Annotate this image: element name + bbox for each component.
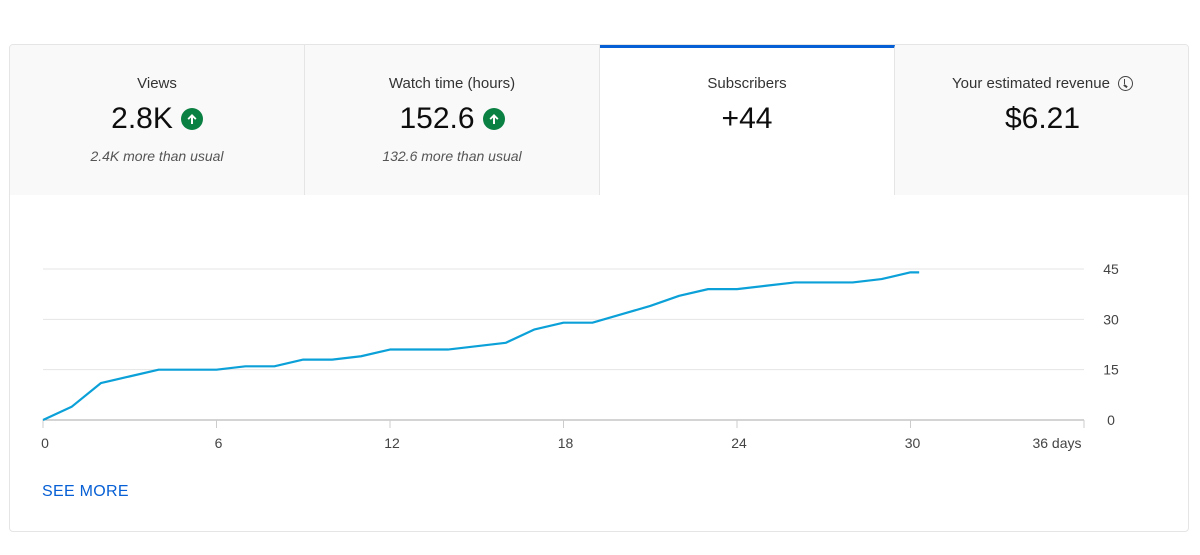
subscribers-line xyxy=(42,271,920,421)
x-tick-label: 18 xyxy=(558,435,574,451)
tab-views[interactable]: Views 2.8K 2.4K more than usual xyxy=(10,45,305,195)
y-tick-label: 45 xyxy=(1103,261,1119,277)
metric-tabs: Views 2.8K 2.4K more than usual Watch ti… xyxy=(10,45,1188,195)
tab-label: Subscribers xyxy=(707,75,787,92)
x-tick-label: 24 xyxy=(731,435,747,451)
metric-value: 2.8K xyxy=(111,102,173,135)
arrow-up-icon xyxy=(180,108,203,130)
metric-value: 152.6 xyxy=(399,102,475,135)
metric-value: +44 xyxy=(721,102,773,135)
tab-watch-time[interactable]: Watch time (hours) 152.6 132.6 more than… xyxy=(305,45,600,195)
x-tick-label: 0 xyxy=(41,435,49,451)
arrow-up-icon xyxy=(482,108,505,130)
tab-label: Your estimated revenue xyxy=(952,75,1110,92)
tab-estimated-revenue[interactable]: Your estimated revenue $6.21 xyxy=(895,45,1188,195)
metric-note: 132.6 more than usual xyxy=(382,148,522,164)
x-tick-label: 36 days xyxy=(1032,435,1081,451)
y-tick-label: 0 xyxy=(1107,412,1115,428)
y-tick-label: 15 xyxy=(1103,362,1119,378)
tab-subscribers[interactable]: Subscribers +44 xyxy=(600,45,895,195)
clock-icon[interactable] xyxy=(1117,76,1133,91)
metric-value: $6.21 xyxy=(1004,102,1081,135)
metric-note: 2.4K more than usual xyxy=(90,148,224,164)
x-tick-label: 6 xyxy=(215,435,223,451)
x-tick-label: 12 xyxy=(384,435,400,451)
see-more-link[interactable]: SEE MORE xyxy=(42,483,129,500)
analytics-card: Views 2.8K 2.4K more than usual Watch ti… xyxy=(9,44,1189,532)
y-tick-label: 30 xyxy=(1103,311,1119,327)
tab-label: Views xyxy=(137,75,177,92)
x-tick-label: 30 xyxy=(905,435,921,451)
tab-label: Watch time (hours) xyxy=(388,75,516,92)
